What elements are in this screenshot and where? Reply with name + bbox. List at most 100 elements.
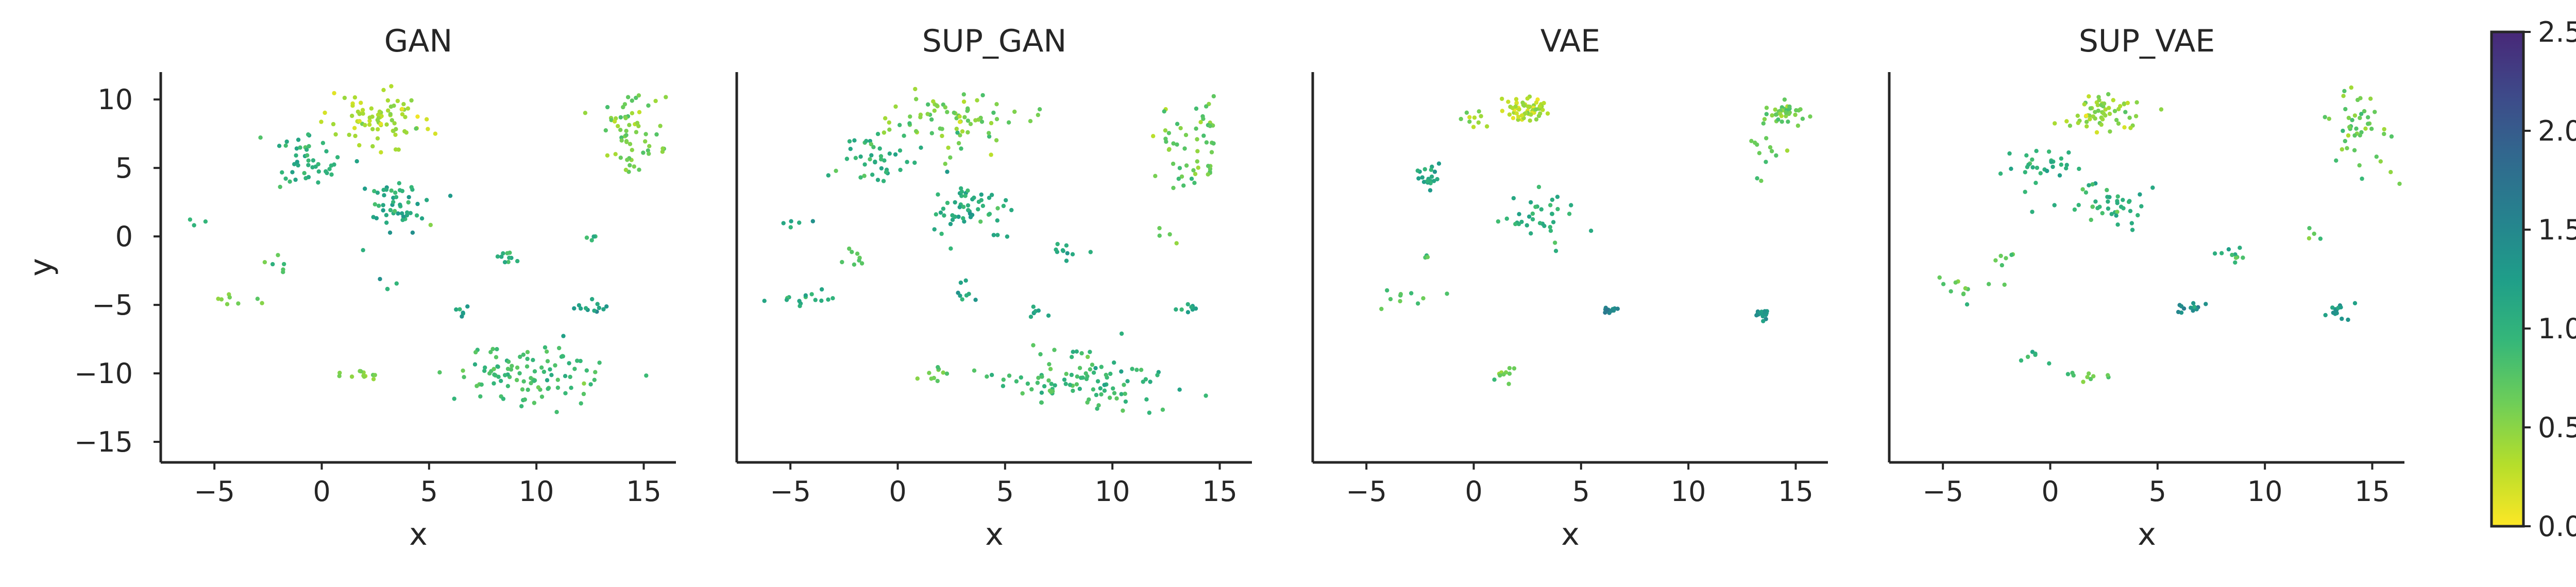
data-point — [384, 213, 389, 217]
data-point — [2026, 162, 2031, 167]
data-point — [332, 162, 336, 167]
data-point — [961, 99, 967, 104]
data-point — [1541, 101, 1546, 106]
data-point — [1007, 373, 1012, 378]
data-point — [647, 144, 652, 148]
data-point — [437, 370, 442, 375]
data-point — [541, 369, 547, 374]
data-point — [568, 374, 572, 379]
data-point — [496, 374, 501, 379]
data-point — [282, 262, 286, 267]
data-point — [2128, 209, 2133, 213]
data-point — [1764, 136, 1769, 141]
data-point — [976, 207, 980, 212]
data-point — [1416, 301, 1420, 306]
data-point — [405, 106, 411, 111]
data-point — [1467, 115, 1472, 119]
data-point — [2083, 190, 2089, 195]
data-point — [395, 98, 400, 103]
data-point — [897, 123, 902, 127]
data-point — [1507, 371, 1512, 376]
data-point — [548, 367, 552, 372]
data-point — [1545, 111, 1550, 116]
data-point — [957, 119, 962, 124]
data-point — [1511, 196, 1516, 201]
data-point — [2066, 150, 2071, 155]
data-point — [1163, 128, 1168, 133]
data-point — [619, 138, 624, 143]
colorbar-tick-label: 0.5 — [2538, 411, 2576, 444]
data-point — [1514, 111, 1519, 116]
data-point — [349, 374, 354, 379]
data-point — [945, 110, 950, 114]
data-point — [296, 137, 301, 142]
data-point — [931, 99, 936, 104]
data-point — [2115, 222, 2120, 227]
data-point — [505, 384, 511, 388]
data-point — [1039, 390, 1044, 395]
data-point — [515, 365, 520, 370]
data-point — [1794, 108, 1799, 113]
data-point — [472, 362, 478, 367]
data-point — [1130, 367, 1134, 371]
data-point — [2076, 203, 2081, 208]
data-point — [492, 367, 496, 371]
data-point — [1479, 114, 1483, 118]
data-point — [492, 372, 497, 377]
data-point — [277, 144, 282, 148]
data-point — [543, 345, 548, 350]
data-point — [621, 105, 625, 110]
y-tick-label: 5 — [115, 152, 133, 184]
data-point — [646, 148, 651, 153]
data-point — [385, 98, 391, 103]
data-point — [972, 368, 977, 373]
y-tick-label: −10 — [74, 357, 133, 390]
data-point — [382, 193, 386, 198]
data-point — [2382, 131, 2386, 136]
data-point — [797, 220, 802, 225]
data-point — [2122, 101, 2127, 106]
data-point — [2091, 374, 2096, 378]
data-point — [2052, 203, 2057, 208]
data-point — [378, 277, 382, 282]
data-point — [1014, 379, 1019, 384]
data-point — [991, 110, 996, 115]
data-point — [2024, 153, 2029, 158]
data-point — [582, 381, 586, 386]
data-point — [1064, 372, 1069, 376]
data-point — [588, 382, 593, 387]
data-point — [945, 200, 950, 205]
data-point — [625, 158, 630, 162]
data-point — [2368, 96, 2373, 101]
data-point — [1086, 354, 1090, 359]
data-point — [857, 258, 861, 263]
data-point — [953, 200, 957, 205]
x-tick-label: 5 — [996, 475, 1014, 508]
data-point — [2312, 231, 2316, 236]
data-point — [1795, 123, 1801, 128]
x-tick-label: −5 — [770, 475, 811, 508]
data-point — [976, 117, 981, 122]
data-point — [2128, 126, 2133, 130]
data-point — [913, 129, 919, 133]
data-point — [1526, 104, 1531, 109]
data-point — [927, 371, 931, 375]
data-point — [414, 126, 418, 131]
data-point — [2378, 159, 2383, 164]
data-point — [1550, 212, 1554, 216]
data-point — [387, 230, 393, 235]
data-point — [2372, 110, 2377, 114]
data-point — [2176, 309, 2181, 315]
data-point — [454, 307, 459, 312]
data-point — [1206, 172, 1210, 177]
data-point — [1529, 200, 1533, 205]
data-point — [980, 203, 986, 208]
data-point — [1194, 106, 1199, 111]
data-point — [2094, 130, 2099, 135]
data-point — [1762, 117, 1767, 122]
data-point — [584, 235, 589, 240]
x-tick-label: 0 — [1465, 475, 1482, 508]
data-point — [2159, 107, 2164, 112]
data-point — [1080, 375, 1085, 380]
data-point — [400, 112, 405, 117]
